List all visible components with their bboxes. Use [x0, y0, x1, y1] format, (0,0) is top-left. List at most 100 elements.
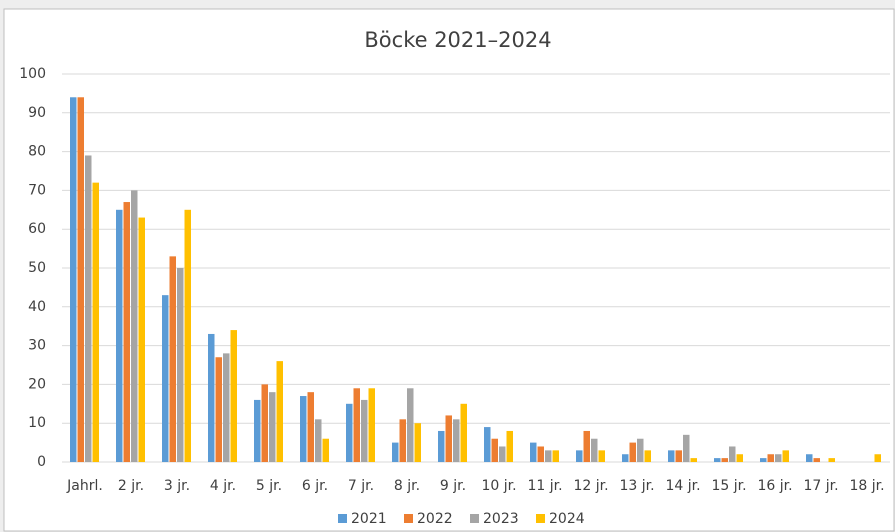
bar	[131, 190, 138, 462]
bar	[545, 450, 552, 462]
bar	[675, 450, 682, 462]
y-tick-label: 10	[28, 415, 46, 431]
bar	[177, 268, 184, 462]
bar	[576, 450, 583, 462]
x-tick-label: 3 jr.	[164, 478, 190, 494]
bar	[261, 384, 268, 462]
bar	[637, 438, 644, 462]
x-tick-label: 6 jr.	[302, 478, 328, 494]
bar	[729, 446, 736, 462]
bar	[530, 442, 537, 462]
x-tick-label: Jahrl.	[66, 478, 103, 494]
bar	[813, 458, 820, 462]
x-tick-label: 11 jr.	[527, 478, 562, 494]
y-tick-label: 50	[28, 260, 46, 276]
y-tick-label: 80	[28, 144, 46, 160]
bar	[223, 353, 230, 462]
bar	[644, 450, 651, 462]
bar	[760, 458, 767, 462]
bar	[767, 454, 774, 462]
x-tick-label: 10 jr.	[481, 478, 516, 494]
bar	[714, 458, 721, 462]
y-tick-label: 0	[37, 454, 46, 470]
legend-swatch	[338, 514, 347, 523]
bar	[92, 182, 99, 462]
bar	[583, 430, 590, 462]
x-tick-label: 9 jr.	[440, 478, 466, 494]
chart-title: Böcke 2021–2024	[364, 28, 551, 52]
bar	[77, 97, 84, 462]
bar	[537, 446, 544, 462]
bar	[276, 361, 283, 462]
bar	[629, 442, 636, 462]
bar	[775, 454, 782, 462]
bar	[438, 430, 445, 462]
bar	[85, 155, 92, 463]
x-tick-label: 16 jr.	[757, 478, 792, 494]
legend-label: 2023	[483, 511, 519, 527]
bar	[123, 202, 130, 463]
bar	[70, 97, 77, 462]
legend-swatch	[470, 514, 479, 523]
bar	[484, 427, 491, 462]
x-tick-label: 7 jr.	[348, 478, 374, 494]
bar	[736, 454, 743, 462]
bar	[346, 403, 353, 462]
bar	[399, 419, 406, 462]
y-tick-label: 30	[28, 338, 46, 354]
bar	[230, 330, 237, 462]
bar	[460, 403, 467, 462]
bar	[269, 392, 276, 462]
y-tick-label: 20	[28, 376, 46, 392]
bar	[721, 458, 728, 462]
bar	[392, 442, 399, 462]
bar	[445, 415, 452, 462]
bar	[315, 419, 322, 462]
x-tick-label: 8 jr.	[394, 478, 420, 494]
bar	[828, 458, 835, 462]
bar	[215, 357, 222, 462]
bar	[162, 295, 169, 462]
legend-swatch	[536, 514, 545, 523]
x-tick-label: 5 jr.	[256, 478, 282, 494]
bar	[138, 217, 145, 462]
x-tick-label: 12 jr.	[573, 478, 608, 494]
bar	[453, 419, 460, 462]
bar	[491, 438, 498, 462]
x-tick-label: 18 jr.	[849, 478, 884, 494]
bar	[552, 450, 559, 462]
bar	[208, 333, 215, 462]
bar	[184, 209, 191, 462]
bar	[254, 399, 261, 462]
x-tick-label: 15 jr.	[711, 478, 746, 494]
bar	[782, 450, 789, 462]
bar	[874, 454, 881, 462]
bar	[806, 454, 813, 462]
y-tick-label: 60	[28, 221, 46, 237]
bar	[169, 256, 176, 462]
y-tick-label: 70	[28, 182, 46, 198]
legend-label: 2022	[417, 511, 453, 527]
bar	[368, 388, 375, 462]
bar	[683, 434, 690, 462]
bar	[668, 450, 675, 462]
legend-swatch	[404, 514, 413, 523]
bar	[622, 454, 629, 462]
bar	[414, 423, 421, 462]
bar	[591, 438, 598, 462]
legend-label: 2021	[351, 511, 387, 527]
x-tick-label: 2 jr.	[118, 478, 144, 494]
bar	[506, 430, 513, 462]
y-tick-label: 90	[28, 105, 46, 121]
bar	[353, 388, 360, 462]
bar	[407, 388, 414, 462]
x-tick-label: 14 jr.	[665, 478, 700, 494]
bar	[361, 399, 368, 462]
y-tick-label: 100	[19, 66, 46, 82]
bar	[322, 438, 329, 462]
bar	[307, 392, 314, 462]
bar	[598, 450, 605, 462]
bar	[116, 209, 123, 462]
